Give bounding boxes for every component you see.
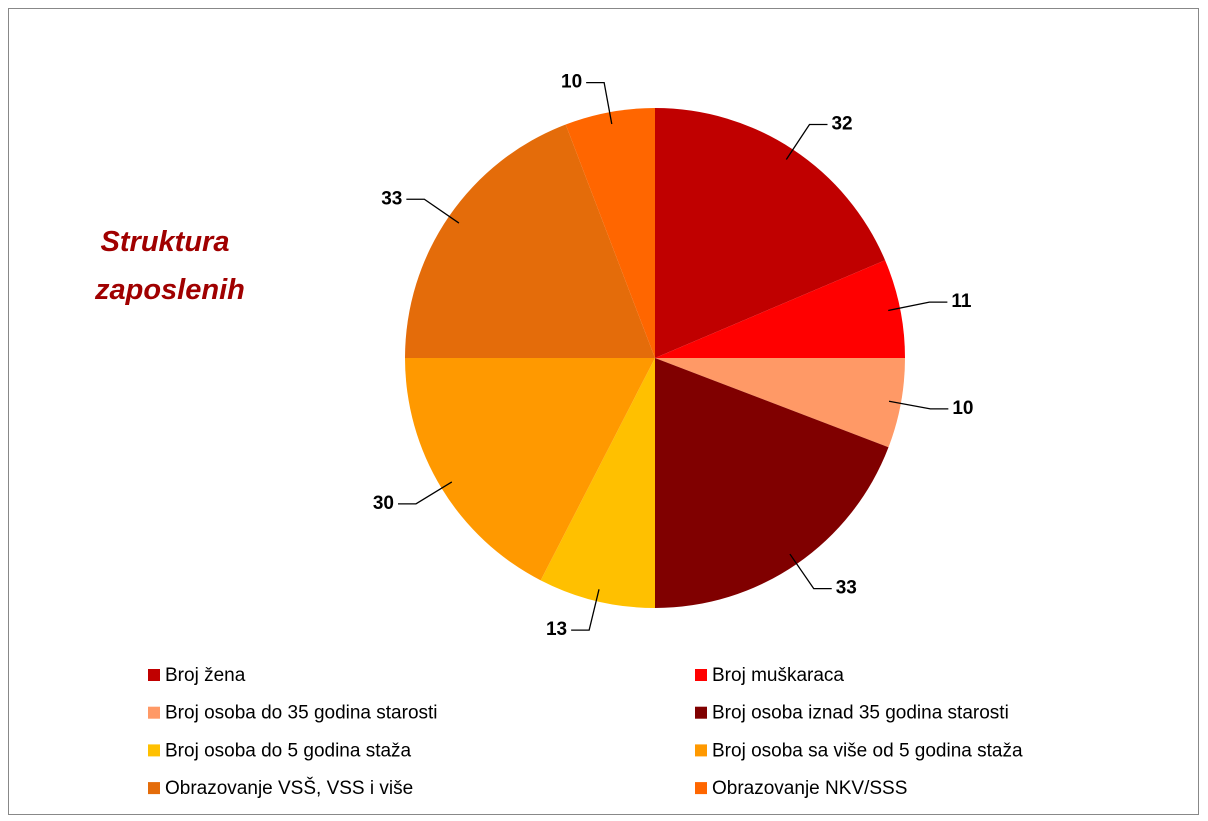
- legend-swatch: [148, 744, 160, 757]
- pie-slice: [655, 260, 905, 358]
- leader-line: [406, 198, 460, 224]
- leader-line: [888, 400, 949, 410]
- legend-swatch: [695, 706, 707, 719]
- leader-line: [888, 301, 948, 312]
- leader-line: [571, 589, 600, 631]
- pie-slice: [565, 108, 655, 358]
- leader-line: [397, 481, 453, 505]
- pie-slice: [655, 358, 889, 608]
- pie-slice: [655, 358, 905, 448]
- legend-swatch: [695, 744, 707, 757]
- data-label: 32: [831, 113, 852, 134]
- data-label: 11: [951, 291, 972, 312]
- legend-swatch: [695, 669, 707, 681]
- legend-swatch: [148, 706, 160, 719]
- leader-line: [586, 82, 613, 125]
- data-label: 33: [381, 188, 402, 209]
- legend-label: Broj osoba sa više od 5 godina staža: [712, 740, 1023, 761]
- data-label: 13: [546, 619, 567, 640]
- legend-swatch: [148, 782, 160, 795]
- legend-label: Obrazovanje VSŠ, VSS i više: [165, 777, 413, 799]
- pie-slice: [655, 108, 886, 358]
- leader-line: [785, 123, 828, 160]
- data-label: 10: [561, 72, 582, 93]
- pie-slice: [405, 358, 655, 581]
- data-label: 10: [952, 398, 973, 419]
- legend-swatch: [695, 782, 707, 795]
- legend-label: Broj muškaraca: [712, 665, 844, 686]
- legend-swatch: [148, 669, 160, 681]
- data-label: 33: [836, 578, 857, 599]
- legend-label: Broj osoba do 35 godina starosti: [165, 703, 438, 724]
- legend-label: Broj žena: [165, 665, 246, 686]
- legend-label: Broj osoba iznad 35 godina starosti: [712, 703, 1009, 724]
- legend-label: Obrazovanje NKV/SSS: [712, 778, 907, 799]
- data-label: 30: [373, 493, 394, 514]
- leader-line: [789, 553, 832, 590]
- legend-label: Broj osoba do 5 godina staža: [165, 740, 412, 761]
- pie-slice: [540, 358, 655, 608]
- pie-slice: [405, 124, 655, 358]
- chart-title: Struktura zaposlenih: [95, 226, 245, 306]
